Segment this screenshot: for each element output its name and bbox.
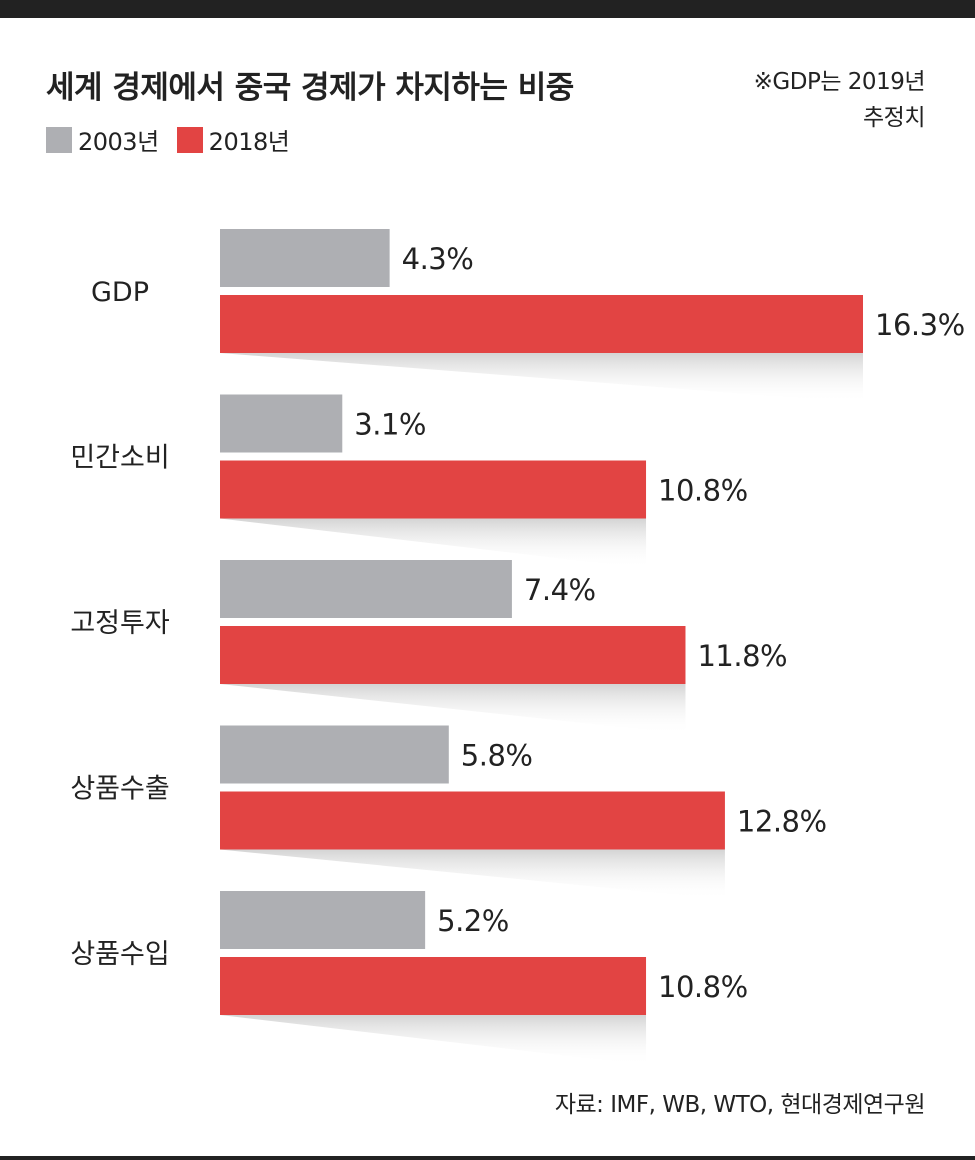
category-label: 상품수입 [70, 939, 169, 970]
data-label: 11.8% [697, 639, 787, 673]
legend: 2003년 2018년 [46, 122, 307, 157]
data-label: 16.3% [875, 308, 965, 342]
data-label: 10.8% [658, 970, 748, 1004]
footnote: ※GDP는 2019년 추정치 [665, 64, 926, 136]
category-label: 민간소비 [70, 443, 169, 474]
bar-shadow [220, 849, 725, 900]
category-label: 상품수출 [70, 774, 169, 805]
footnote-line-1: ※GDP는 2019년 [753, 69, 926, 95]
category-label: GDP [91, 277, 149, 308]
data-label: 5.8% [461, 739, 533, 773]
bar [220, 460, 647, 519]
bar-shadow [220, 353, 863, 403]
chart-title: 세계 경제에서 중국 경제가 차지하는 비중 [46, 70, 574, 106]
legend-swatch-2018 [176, 126, 203, 153]
bar-shadow [220, 684, 686, 734]
bar [220, 229, 390, 287]
bar [220, 791, 725, 850]
bar [220, 891, 426, 949]
data-label: 5.2% [437, 904, 509, 938]
bottom-rule [0, 1156, 975, 1160]
bar [220, 626, 686, 684]
bar-shadow [220, 1015, 647, 1065]
bar [220, 725, 449, 784]
data-label: 12.8% [737, 805, 827, 839]
source-note: 자료: IMF, WB, WTO, 현대경제연구원 [554, 1092, 926, 1118]
bar [220, 560, 512, 618]
top-bar [0, 0, 975, 18]
data-label: 4.3% [402, 242, 474, 276]
legend-item-2003: 2003년 [46, 122, 159, 157]
bar [220, 957, 647, 1015]
footnote-line-2: 추정치 [863, 105, 925, 131]
data-label: 3.1% [354, 408, 426, 442]
data-label: 7.4% [524, 573, 596, 607]
bar-shadow [220, 518, 647, 569]
bar [220, 394, 343, 453]
bar [220, 295, 863, 353]
legend-label-2018: 2018년 [208, 128, 290, 156]
legend-item-2018: 2018년 [176, 122, 290, 157]
legend-swatch-2003 [46, 126, 72, 153]
data-label: 10.8% [658, 474, 748, 508]
category-label: 고정투자 [70, 608, 170, 639]
legend-label-2003: 2003년 [78, 128, 159, 156]
